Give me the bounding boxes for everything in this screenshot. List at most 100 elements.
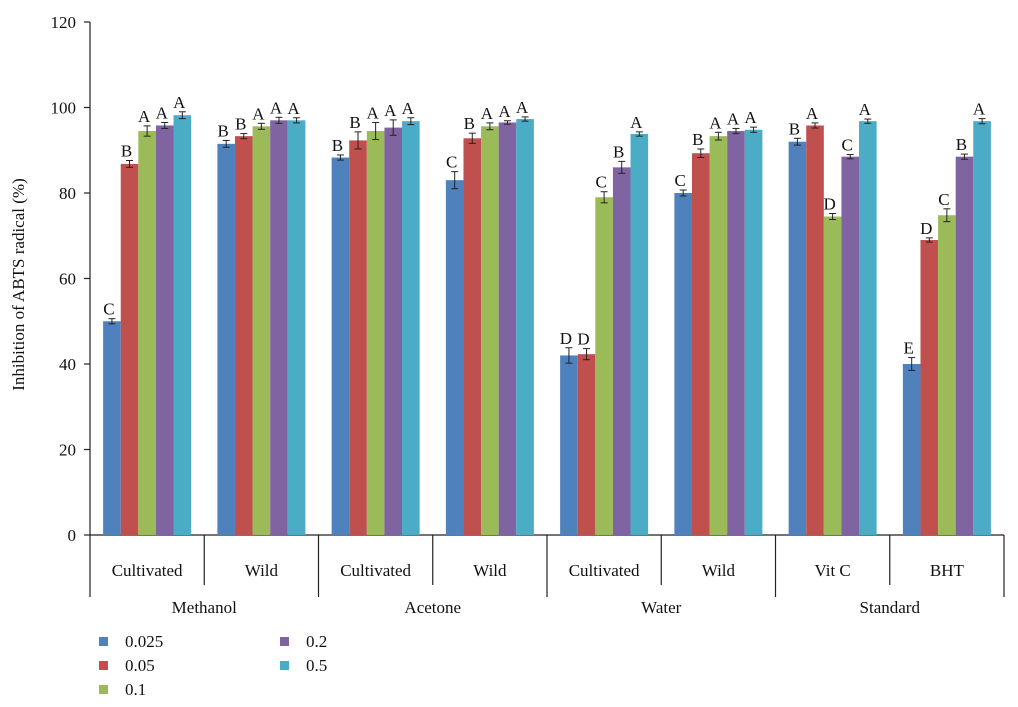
bar	[841, 156, 860, 535]
significance-letter: A	[481, 104, 494, 123]
y-tick-label: 0	[68, 526, 77, 545]
significance-letter: A	[366, 103, 379, 122]
legend-swatch	[280, 637, 289, 646]
bar	[103, 321, 121, 535]
x-group-label: Acetone	[404, 598, 461, 617]
bar	[287, 120, 306, 535]
y-axis-title: Inhibition of ABTS radical (%)	[9, 178, 28, 390]
significance-letter: D	[920, 219, 932, 238]
x-category-label: BHT	[930, 561, 965, 580]
significance-letter: D	[823, 195, 835, 214]
significance-letter: B	[218, 121, 229, 140]
bar	[612, 167, 631, 535]
bar	[595, 197, 613, 535]
significance-letter: A	[859, 100, 872, 119]
significance-letter: A	[744, 108, 757, 127]
bar	[709, 136, 728, 535]
y-tick-label: 40	[59, 355, 76, 374]
significance-letter: C	[103, 300, 114, 319]
bar	[331, 157, 350, 535]
bar	[806, 125, 824, 535]
significance-letter: A	[709, 113, 722, 132]
bar	[252, 126, 271, 535]
significance-letter: B	[332, 136, 343, 155]
bar	[463, 138, 482, 535]
significance-letter: B	[121, 142, 132, 161]
bar	[516, 119, 534, 535]
significance-letter: D	[577, 330, 589, 349]
significance-letter: A	[138, 107, 151, 126]
x-category-label: Cultivated	[569, 561, 640, 580]
legend-label: 0.025	[125, 632, 163, 651]
bar	[120, 163, 139, 535]
significance-letter: C	[595, 173, 606, 192]
bar	[384, 127, 403, 535]
significance-letter: A	[252, 104, 265, 123]
x-category-label: Wild	[245, 561, 279, 580]
y-tick-label: 80	[59, 184, 76, 203]
bar	[234, 136, 253, 535]
legend-swatch	[99, 685, 108, 694]
x-category-label: Wild	[702, 561, 736, 580]
bar	[788, 141, 807, 535]
significance-letter: B	[956, 135, 967, 154]
y-tick-label: 60	[59, 270, 76, 289]
y-tick-label: 20	[59, 441, 76, 460]
legend-label: 0.1	[125, 680, 146, 699]
significance-letter: E	[903, 339, 913, 358]
significance-letter: A	[156, 103, 169, 122]
significance-letter: C	[675, 171, 686, 190]
significance-letter: B	[349, 113, 360, 132]
significance-letter: B	[464, 114, 475, 133]
bar	[138, 131, 156, 535]
x-category-label: Cultivated	[112, 561, 183, 580]
significance-letter: A	[973, 100, 986, 119]
x-category-label: Cultivated	[340, 561, 411, 580]
bar	[270, 120, 288, 535]
bar	[859, 121, 877, 536]
significance-letter: A	[384, 101, 397, 120]
legend-swatch	[99, 661, 108, 670]
significance-letter: B	[613, 142, 624, 161]
bar	[902, 364, 921, 535]
bar	[744, 129, 763, 536]
bar	[691, 153, 710, 535]
significance-letter: A	[173, 93, 186, 112]
x-category-label: Wild	[473, 561, 507, 580]
bar	[938, 215, 956, 536]
significance-letter: A	[402, 99, 415, 118]
bars	[103, 111, 991, 536]
bar	[349, 140, 367, 536]
bar	[445, 180, 464, 536]
legend-label: 0.05	[125, 656, 155, 675]
significance-letter: B	[692, 130, 703, 149]
legend-label: 0.5	[306, 656, 327, 675]
significance-letter: A	[287, 99, 300, 118]
y-tick-label: 120	[51, 13, 77, 32]
bar	[498, 122, 517, 536]
x-group-label: Standard	[860, 598, 921, 617]
bar	[173, 115, 192, 535]
bar	[560, 355, 578, 535]
bar	[823, 216, 842, 535]
significance-letter: A	[498, 102, 511, 121]
bar	[155, 125, 174, 535]
legend-label: 0.2	[306, 632, 327, 651]
significance-letter: B	[235, 115, 246, 134]
bar	[727, 131, 745, 535]
significance-letter: B	[789, 119, 800, 138]
significance-letter: D	[560, 329, 572, 348]
significance-letter: A	[270, 98, 283, 117]
bar	[955, 156, 974, 535]
bar	[481, 126, 499, 535]
x-group-label: Water	[641, 598, 681, 617]
bar	[217, 143, 235, 535]
y-tick-label: 100	[51, 99, 77, 118]
legend-swatch	[99, 637, 108, 646]
significance-letter: A	[516, 98, 529, 117]
significance-letter: C	[842, 136, 853, 155]
legend-swatch	[280, 661, 289, 670]
bar	[674, 193, 692, 535]
